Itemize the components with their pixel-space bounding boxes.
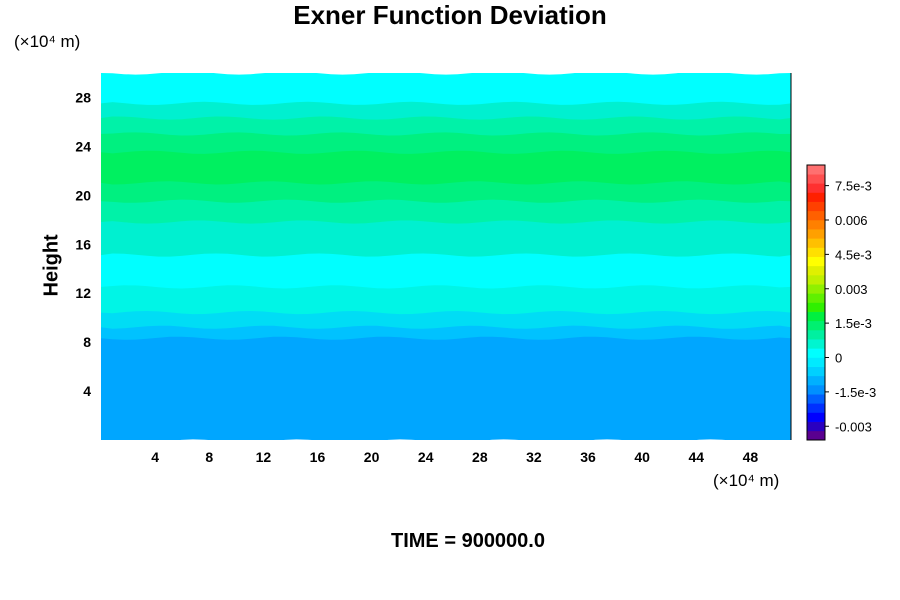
colorbar-swatch — [807, 330, 825, 340]
colorbar-swatch — [807, 275, 825, 285]
colorbar-swatch — [807, 357, 825, 367]
x-tick-label: 16 — [310, 449, 326, 465]
colorbar-swatch — [807, 265, 825, 276]
colorbar-label: -1.5e-3 — [835, 385, 876, 400]
x-axis-ticks: 4 8 12 16 20 24 28 32 36 40 44 48 — [151, 449, 758, 465]
y-tick-label: 20 — [75, 187, 91, 203]
colorbar-swatch — [807, 339, 825, 349]
y-tick-label: 8 — [83, 334, 91, 350]
field-band — [101, 284, 791, 315]
colorbar-swatch — [807, 293, 825, 303]
field-band — [101, 115, 791, 136]
colorbar-swatch — [807, 430, 825, 441]
colorbar-swatch — [807, 394, 825, 404]
field-band — [101, 219, 791, 257]
colorbar: 7.5e-3 0.006 4.5e-3 0.003 1.5e-3 0 -1.5e-3 -0.0… — [806, 164, 876, 441]
x-tick-label: 8 — [205, 449, 213, 465]
y-axis-unit: (×10⁴ m) — [14, 32, 81, 51]
plot-area — [101, 73, 792, 440]
field-band — [101, 335, 791, 440]
x-tick-label: 36 — [580, 449, 596, 465]
y-tick-label: 24 — [75, 138, 91, 154]
y-tick-label: 16 — [75, 236, 91, 252]
colorbar-label: 0.006 — [835, 213, 868, 228]
y-tick-label: 4 — [83, 383, 91, 399]
colorbar-swatch — [807, 192, 825, 202]
x-tick-label: 40 — [634, 449, 650, 465]
colorbar-label: -0.003 — [835, 419, 872, 434]
colorbar-swatch — [807, 385, 825, 395]
colorbar-swatch — [807, 183, 825, 193]
colorbar-swatch — [807, 412, 825, 422]
colorbar-swatch — [807, 165, 825, 175]
field-band — [101, 100, 791, 120]
colorbar-swatch — [807, 348, 825, 358]
chart-title: Exner Function Deviation — [293, 0, 607, 30]
x-tick-label: 28 — [472, 449, 488, 465]
colorbar-swatch — [807, 320, 825, 331]
field-band — [101, 149, 791, 185]
y-tick-label: 28 — [75, 89, 91, 105]
colorbar-swatch — [807, 375, 825, 386]
field-band — [101, 131, 791, 154]
colorbar-label: 0.003 — [835, 282, 868, 297]
x-tick-label: 48 — [743, 449, 759, 465]
colorbar-label: 7.5e-3 — [835, 179, 872, 194]
colorbar-swatch — [807, 238, 825, 248]
time-label: TIME = 900000.0 — [391, 530, 545, 552]
field-band — [101, 180, 791, 203]
colorbar-swatch — [807, 256, 825, 267]
field-band — [101, 73, 791, 105]
colorbar-swatch — [807, 174, 825, 184]
x-tick-label: 12 — [256, 449, 272, 465]
colorbar-label: 0 — [835, 351, 842, 366]
field-band — [101, 198, 791, 224]
colorbar-swatch — [807, 229, 825, 239]
colorbar-label: 4.5e-3 — [835, 247, 872, 262]
colorbar-swatch — [807, 201, 825, 212]
x-tick-label: 32 — [526, 449, 542, 465]
x-tick-label: 20 — [364, 449, 380, 465]
x-tick-label: 4 — [151, 449, 159, 465]
colorbar-swatch — [807, 220, 825, 230]
colorbar-swatch — [807, 284, 825, 294]
colorbar-swatch — [807, 247, 825, 257]
colorbar-swatch — [807, 302, 825, 312]
colorbar-swatch — [807, 210, 825, 221]
colorbar-swatch — [807, 403, 825, 413]
colorbar-label: 1.5e-3 — [835, 316, 872, 331]
x-tick-label: 24 — [418, 449, 434, 465]
y-axis-ticks: 4 8 12 16 20 24 28 — [75, 89, 91, 399]
colorbar-swatch — [807, 366, 825, 377]
y-tick-label: 12 — [75, 285, 91, 301]
field-band — [101, 252, 791, 289]
colorbar-swatch — [807, 421, 825, 432]
x-axis-unit: (×10⁴ m) — [713, 471, 780, 490]
field-band — [101, 310, 791, 329]
colorbar-frame — [806, 164, 826, 441]
x-tick-label: 44 — [689, 449, 705, 465]
colorbar-swatch — [807, 311, 825, 322]
